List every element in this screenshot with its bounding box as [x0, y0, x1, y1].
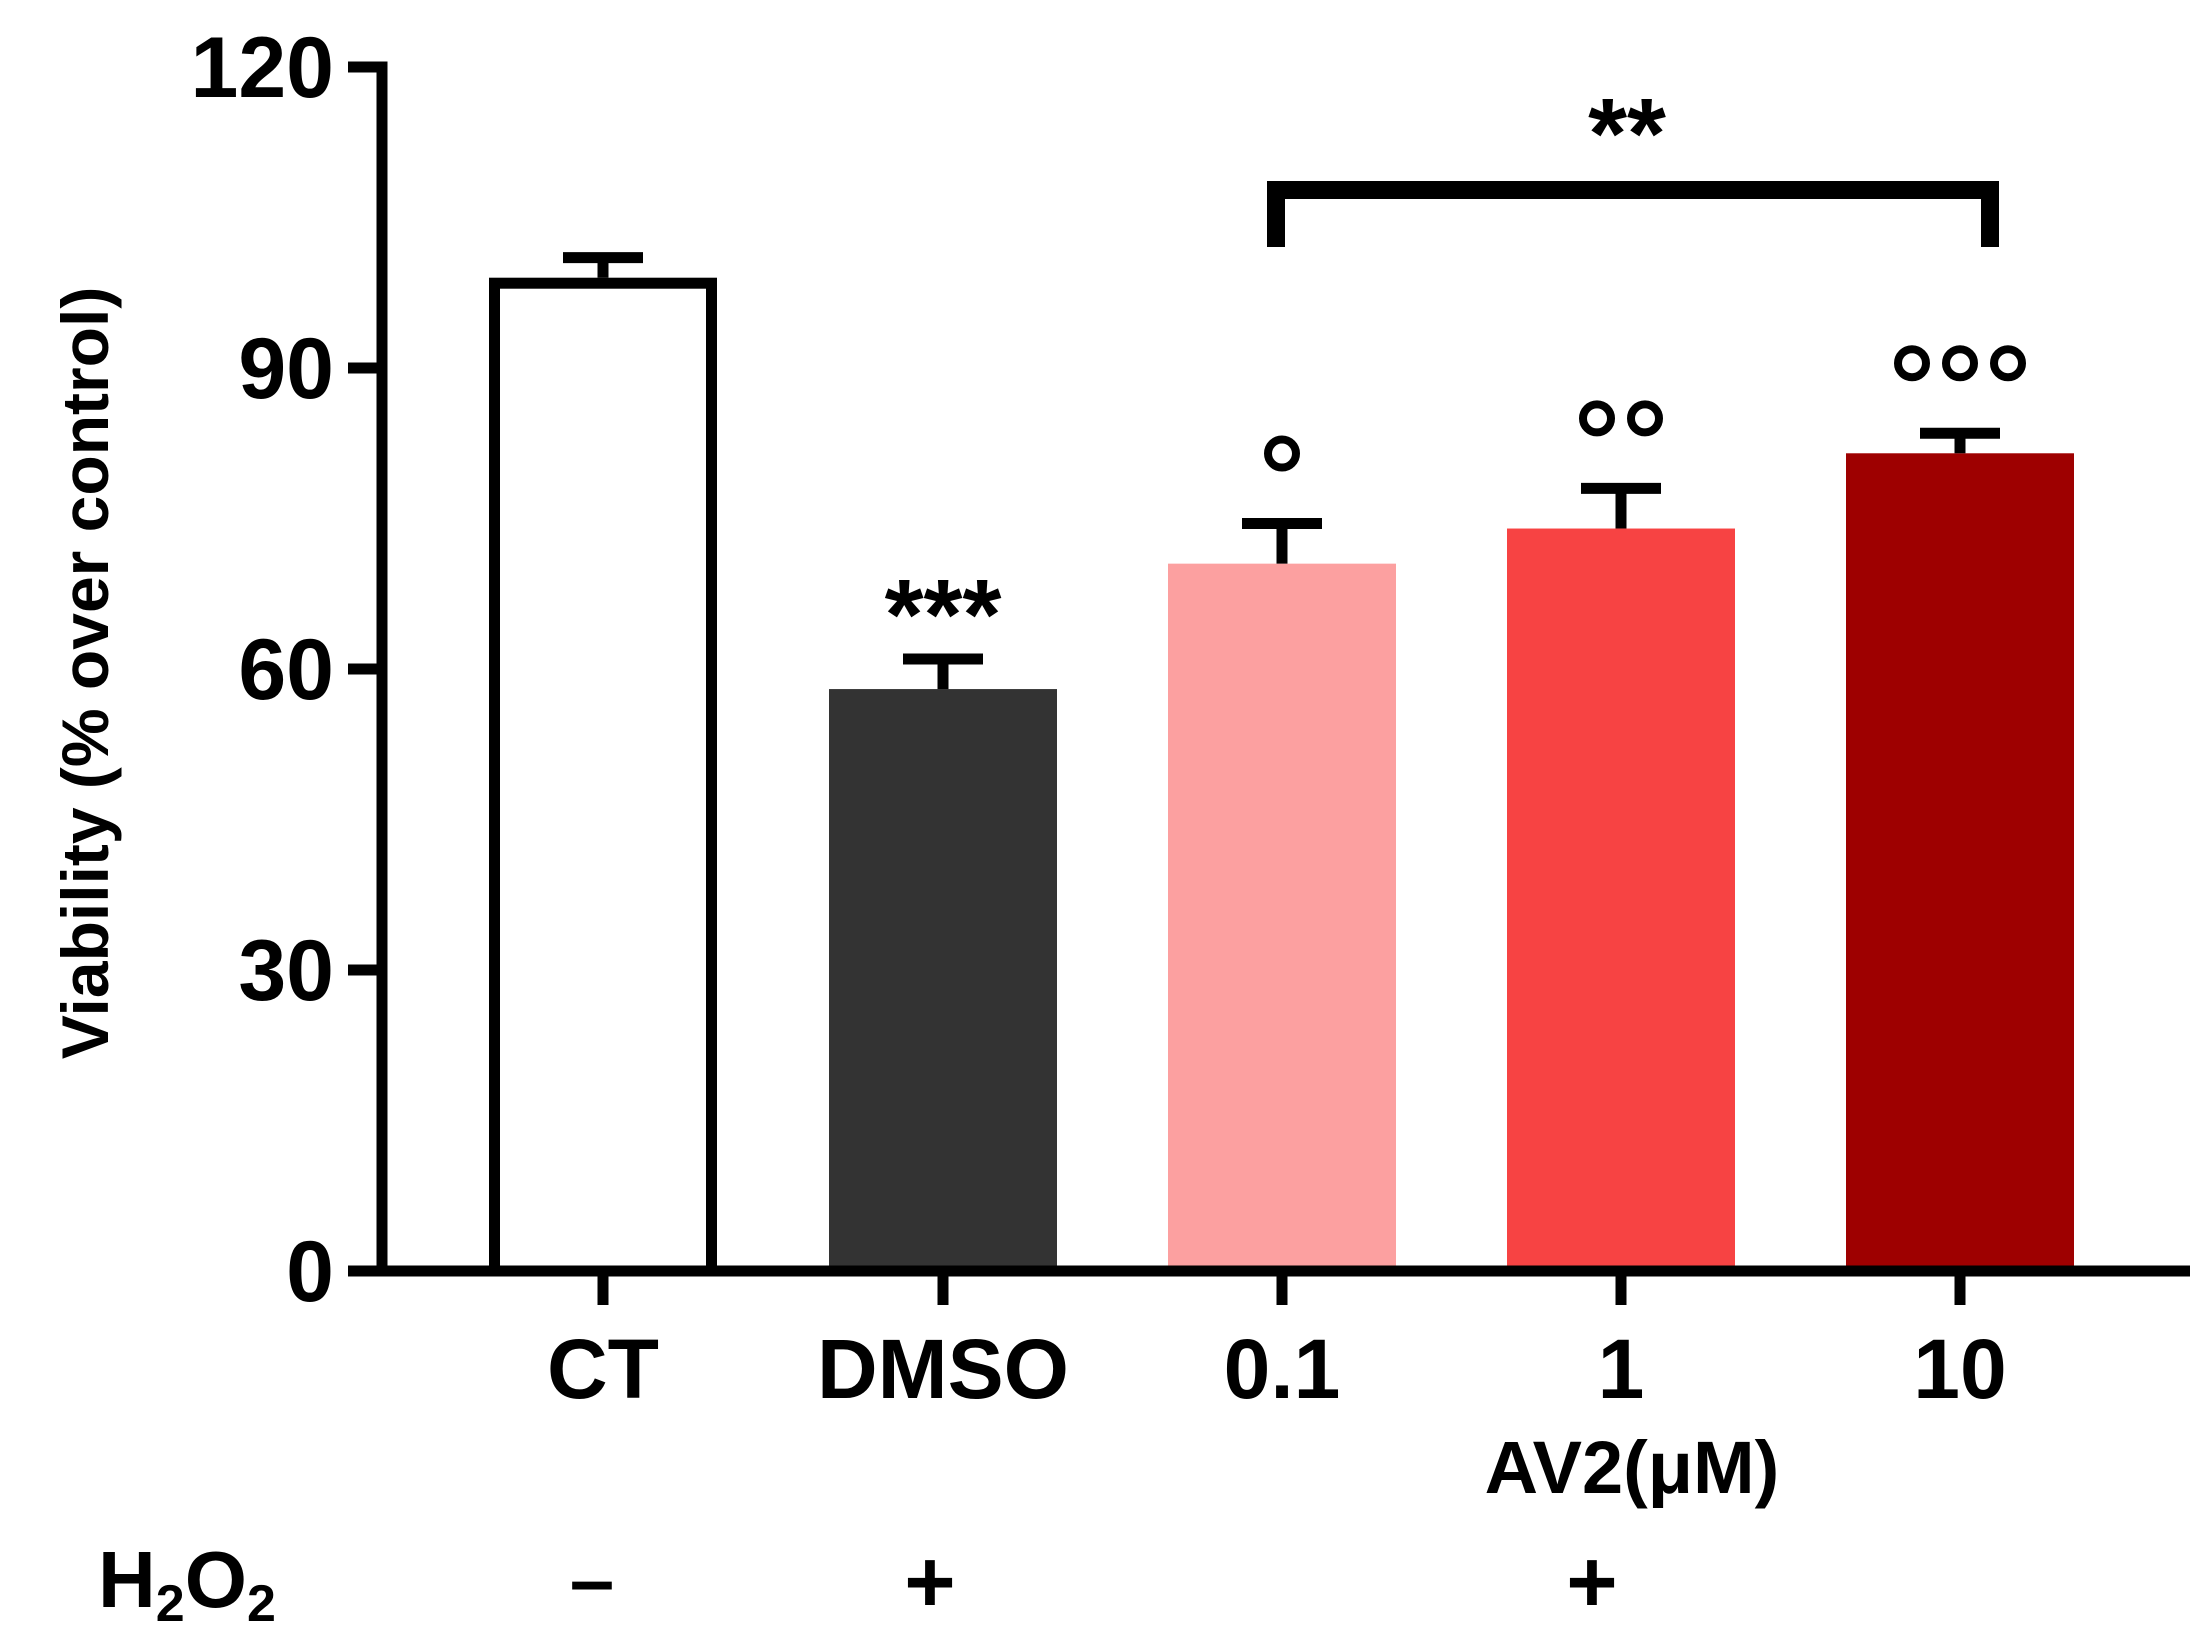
y-tick-label-30: 30	[238, 923, 334, 1019]
h2o2-minus-sign: –	[570, 1535, 615, 1624]
x-tick-label-1: 1	[1598, 1322, 1645, 1416]
h2o2-plus-sign-dmso: +	[904, 1532, 955, 1631]
y-tick-label-120: 120	[191, 20, 335, 116]
bracket-significance-label: **	[1588, 78, 1666, 190]
y-tick-label-90: 90	[238, 321, 334, 417]
h2o2-plus-sign-av2: +	[1566, 1532, 1617, 1631]
h2o2-h: H	[98, 1535, 156, 1624]
degree-mark	[1579, 400, 1615, 437]
bars-layer	[489, 277, 2074, 1277]
significance-vs-dmso-0-1	[1264, 435, 1300, 472]
h2o2-o: O	[185, 1535, 247, 1624]
degree-mark	[1627, 400, 1663, 437]
degree-mark	[1264, 435, 1300, 472]
bar-0-1	[1168, 563, 1396, 1271]
error-bars-layer	[563, 252, 2000, 690]
bar-10	[1846, 453, 2074, 1271]
x-tick-label-dmso: DMSO	[817, 1322, 1069, 1416]
h2o2-label: H2O2	[98, 1535, 276, 1633]
h2o2-sub-2: 2	[247, 1575, 276, 1633]
significance-bracket	[1267, 181, 1999, 247]
y-tick-label-60: 60	[238, 622, 334, 718]
degree-mark	[1942, 345, 1978, 382]
significance-vs-ct-dmso: ***	[885, 559, 1002, 671]
av2-group-label: AV2(μM)	[1485, 1426, 1780, 1509]
h2o2-sub-1: 2	[156, 1575, 185, 1633]
degree-mark	[1894, 345, 1930, 382]
significance-vs-dmso-10	[1894, 345, 2026, 382]
x-tick-label-10: 10	[1913, 1322, 2006, 1416]
axes-layer	[348, 61, 2190, 1305]
significance-vs-dmso-1	[1579, 400, 1663, 437]
x-tick-label-0-1: 0.1	[1224, 1322, 1341, 1416]
degree-mark	[1990, 345, 2026, 382]
y-tick-label-0: 0	[286, 1224, 334, 1320]
annotations-layer: ***	[885, 181, 2026, 671]
y-axis-label: Viability (% over control)	[48, 287, 122, 1060]
bar-ct	[489, 277, 717, 1277]
bar-dmso	[829, 689, 1057, 1271]
x-tick-label-ct: CT	[547, 1322, 659, 1416]
bar-1	[1507, 528, 1735, 1271]
tick-labels-layer: CT DMSO 0.1 1 10 0 30 60 90 120	[191, 20, 2007, 1416]
